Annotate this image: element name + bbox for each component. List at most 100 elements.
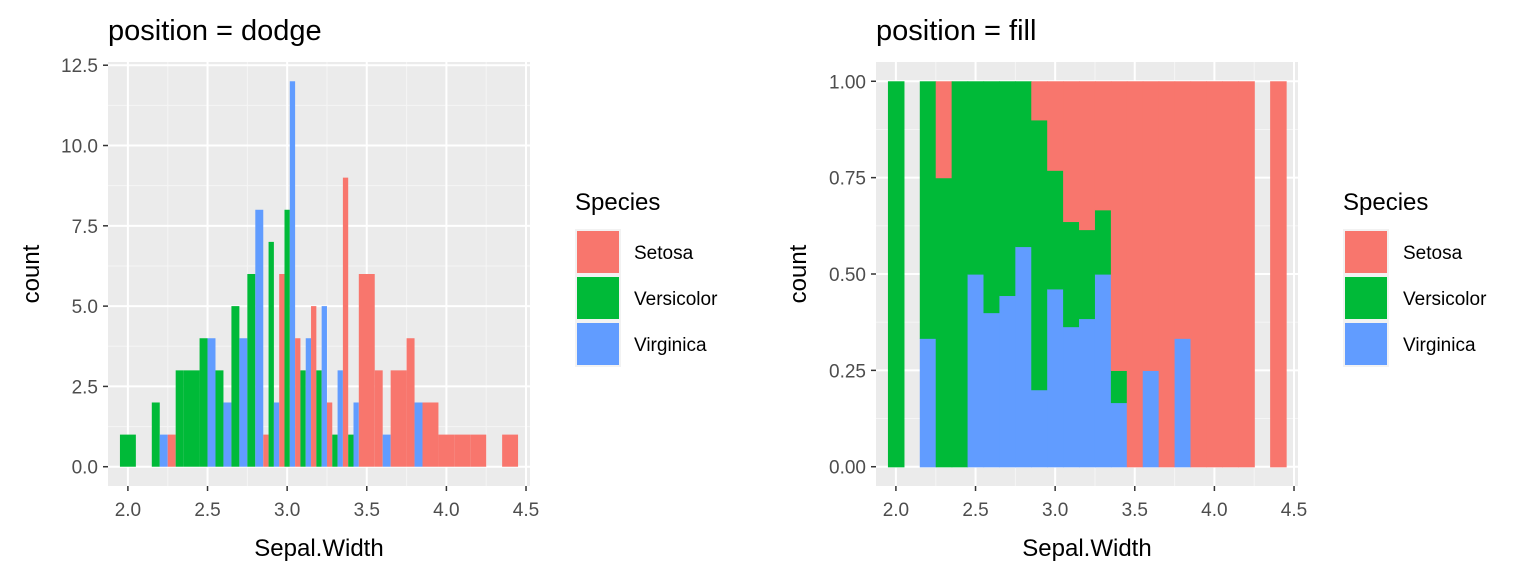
dodge-bar-versicolor xyxy=(175,370,184,467)
fill-bar-virginica xyxy=(1015,246,1032,468)
fill-bar-setosa xyxy=(935,81,953,179)
dodge-bar-setosa xyxy=(295,338,301,467)
fill-bar-setosa xyxy=(1079,81,1096,231)
fill-bar-setosa xyxy=(1190,81,1208,468)
fill-bar-virginica xyxy=(1031,389,1048,468)
dodge-bar-virginica xyxy=(353,402,359,467)
fill-bar-setosa xyxy=(1094,81,1112,211)
fill-bar-virginica xyxy=(1094,274,1112,468)
dodge-bar-setosa xyxy=(454,434,471,467)
dodge-bar-virginica xyxy=(414,402,423,467)
dodge-bar-setosa xyxy=(279,274,285,467)
fill-legend: Species Setosa Versicolor Virginica xyxy=(1343,189,1487,367)
dodge-x-axis-title: Sepal.Width xyxy=(254,535,383,562)
dodge-x-tick-label: 4.5 xyxy=(513,500,539,521)
dodge-bar-setosa xyxy=(438,434,455,467)
fill-bar-versicolor xyxy=(919,81,937,339)
fill-x-axis-title: Sepal.Width xyxy=(1022,535,1151,562)
fill-bar-virginica xyxy=(919,338,937,468)
fill-legend-swatch-setosa xyxy=(1345,231,1387,273)
fill-bar-setosa xyxy=(1063,81,1080,223)
dodge-bar-versicolor xyxy=(348,434,354,467)
dodge-x-tick-label: 4.0 xyxy=(433,500,459,521)
fill-bar-setosa xyxy=(1174,81,1192,339)
fill-x-tick-label: 3.5 xyxy=(1122,500,1148,521)
fill-legend-label-virginica: Virginica xyxy=(1403,335,1476,356)
dodge-bar-setosa xyxy=(358,274,375,467)
fill-bar-versicolor xyxy=(935,177,953,468)
fill-bar-setosa xyxy=(1126,81,1144,468)
fill-bar-versicolor xyxy=(1047,170,1064,290)
dodge-bar-setosa xyxy=(263,434,269,467)
fill-y-tick-label: 0.25 xyxy=(829,361,866,382)
dodge-bar-virginica xyxy=(305,338,312,467)
fill-legend-label-setosa: Setosa xyxy=(1403,243,1463,264)
dodge-legend-label-versicolor: Versicolor xyxy=(634,289,718,310)
fill-bar-virginica xyxy=(1110,402,1128,468)
dodge-bar-versicolor xyxy=(247,274,256,467)
fill-bar-versicolor xyxy=(967,81,985,275)
fill-bar-setosa xyxy=(1206,81,1223,468)
fill-x-tick-label: 2.0 xyxy=(883,500,909,521)
fill-bar-virginica xyxy=(1079,318,1096,468)
fill-bar-virginica xyxy=(1142,370,1160,468)
fill-bar-virginica xyxy=(999,295,1016,468)
dodge-bar-virginica xyxy=(239,338,248,467)
fill-legend-swatch-versicolor xyxy=(1345,277,1387,319)
fill-legend-title: Species xyxy=(1343,189,1428,216)
dodge-bar-versicolor xyxy=(332,434,338,467)
fill-bar-setosa xyxy=(1238,81,1255,468)
dodge-y-tick-label: 2.5 xyxy=(72,377,98,398)
dodge-y-tick-label: 10.0 xyxy=(61,137,98,158)
dodge-bar-virginica xyxy=(255,209,264,467)
dodge-bar-versicolor xyxy=(183,370,200,467)
dodge-legend-swatch-versicolor xyxy=(577,277,619,319)
dodge-chart-title: position = dodge xyxy=(108,15,322,47)
dodge-bar-versicolor xyxy=(316,370,322,467)
fill-y-tick-label: 0.50 xyxy=(829,265,866,286)
dodge-bar-versicolor xyxy=(231,306,240,467)
fill-bar-versicolor xyxy=(983,81,1001,314)
dodge-bar-virginica xyxy=(289,81,296,467)
fill-bar-versicolor xyxy=(1015,81,1032,248)
fill-bar-versicolor xyxy=(999,81,1016,297)
dodge-bar-versicolor xyxy=(300,370,306,467)
fill-bar-setosa xyxy=(1031,81,1048,121)
fill-chart-title: position = fill xyxy=(876,15,1036,47)
fill-bar-virginica xyxy=(967,274,985,468)
dodge-bar-versicolor xyxy=(151,402,160,467)
dodge-bar-versicolor xyxy=(199,338,208,467)
fill-x-tick-label: 3.0 xyxy=(1042,500,1068,521)
fill-bar-versicolor xyxy=(1031,119,1048,391)
dodge-bar-virginica xyxy=(337,370,343,467)
fill-bar-setosa xyxy=(1158,81,1176,468)
dodge-bar-setosa xyxy=(342,177,349,467)
fill-y-tick-label: 0.75 xyxy=(829,169,866,190)
dodge-bar-setosa xyxy=(422,402,439,467)
fill-chart: position = fill 2.0 2.5 3.0 3.5 4.0 4.5 0.00 0.… xyxy=(785,15,1307,562)
dodge-bar-setosa xyxy=(502,434,519,467)
dodge-bar-virginica xyxy=(382,434,391,467)
dodge-bar-setosa xyxy=(311,306,317,467)
dodge-y-tick-label: 5.0 xyxy=(72,297,98,318)
dodge-bar-setosa xyxy=(470,434,487,467)
dodge-bar-setosa xyxy=(326,402,333,467)
fill-bar-virginica xyxy=(1063,326,1080,468)
dodge-axis-ticks: 2.0 2.5 3.0 3.5 4.0 4.5 0.0 2.5 5.0 7.5 10.0 12.5 xyxy=(61,56,539,521)
dodge-bar-setosa xyxy=(390,370,407,467)
dodge-x-tick-label: 2.0 xyxy=(115,500,141,521)
dodge-bar-virginica xyxy=(273,402,280,467)
fill-bar-versicolor xyxy=(1063,221,1080,328)
fill-bar-virginica xyxy=(1047,288,1064,468)
fill-y-axis-title: count xyxy=(785,244,812,303)
fill-y-tick-label: 0.00 xyxy=(829,458,866,479)
dodge-bar-virginica xyxy=(207,338,216,467)
dodge-legend-label-setosa: Setosa xyxy=(634,243,694,264)
dodge-x-tick-label: 3.0 xyxy=(274,500,300,521)
dodge-bar-setosa xyxy=(167,434,176,467)
dodge-legend: Species Setosa Versicolor Virginica xyxy=(575,189,718,367)
dodge-bar-versicolor xyxy=(268,241,274,467)
fill-bar-versicolor xyxy=(887,81,905,468)
